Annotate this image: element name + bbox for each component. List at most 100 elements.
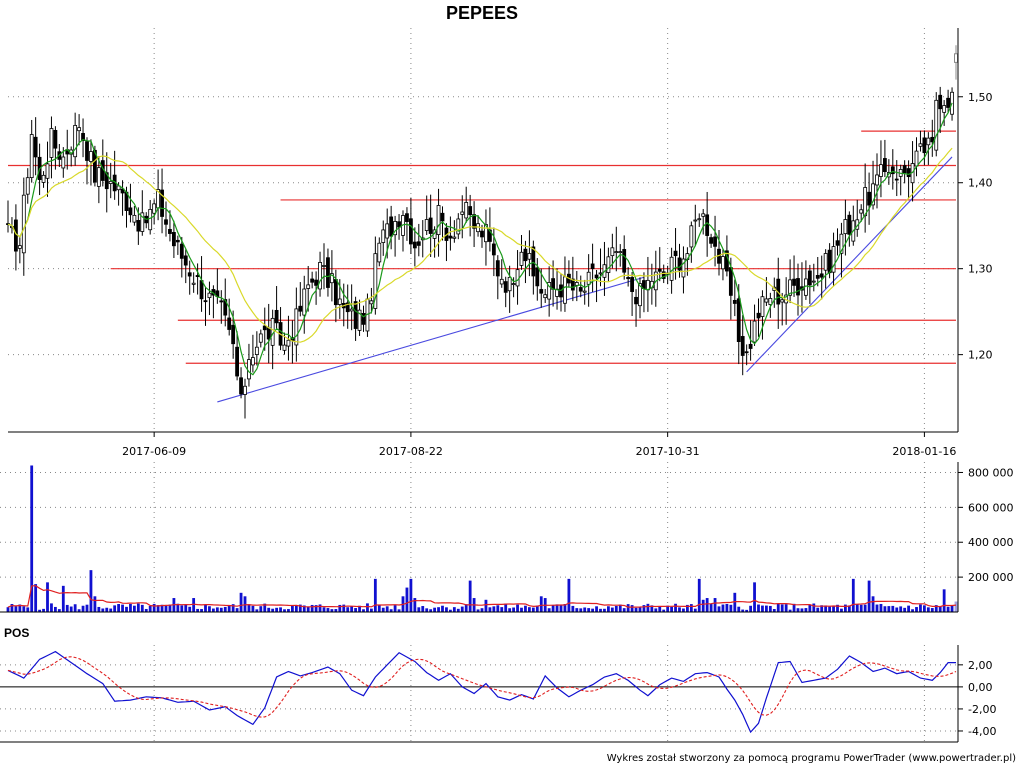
volume-bar xyxy=(618,604,622,612)
volume-bar xyxy=(954,601,958,612)
volume-bar xyxy=(247,604,251,612)
candle xyxy=(511,277,516,298)
volume-bar xyxy=(717,606,721,612)
volume-bar xyxy=(749,605,752,612)
volume-bar xyxy=(847,605,851,612)
candle-body xyxy=(333,279,338,306)
candle xyxy=(168,210,172,242)
price-ytick-label: 1,20 xyxy=(968,349,993,362)
candle-body xyxy=(49,128,54,158)
candle-body xyxy=(756,312,761,319)
candle xyxy=(326,248,330,297)
candle xyxy=(191,272,196,293)
candle xyxy=(53,126,58,170)
candle xyxy=(314,271,319,305)
candle xyxy=(401,210,405,252)
candle xyxy=(345,284,350,329)
candle-body xyxy=(681,258,686,278)
candle xyxy=(507,265,512,313)
volume-bar xyxy=(291,605,294,612)
price-x-ticks: 2017-06-09 2017-08-22 2017-10-31 2018-01-16 xyxy=(122,432,956,458)
oscillator-line xyxy=(7,650,956,734)
candle-body xyxy=(310,278,315,283)
volume-bar xyxy=(334,609,338,612)
volume-bar xyxy=(634,607,638,612)
volume-bar xyxy=(686,604,689,612)
volume-bar xyxy=(77,609,81,612)
candle xyxy=(468,194,473,237)
volume-bar xyxy=(867,580,871,612)
candle xyxy=(942,100,947,126)
candle xyxy=(239,367,243,399)
candle-body xyxy=(329,273,334,284)
candle xyxy=(705,191,710,257)
candle-body xyxy=(657,268,662,272)
candle-body xyxy=(760,296,765,317)
volume-bar xyxy=(14,606,18,612)
volume-bar xyxy=(788,609,792,612)
candle xyxy=(768,292,773,318)
candle-body xyxy=(752,320,757,343)
candle-body xyxy=(831,246,836,273)
volume-bar xyxy=(433,607,436,612)
volume-bar xyxy=(42,608,45,612)
volume-bar xyxy=(551,605,555,612)
volume-bar xyxy=(46,582,49,612)
candle-body xyxy=(732,299,737,304)
candle xyxy=(120,180,125,216)
candle-body xyxy=(890,166,895,175)
volume-bar xyxy=(863,604,867,612)
volume-bar xyxy=(563,604,567,612)
volume-bar xyxy=(437,607,440,612)
candle xyxy=(752,304,757,346)
candle-body xyxy=(235,346,240,377)
volume-bar xyxy=(528,607,531,612)
volume-bar xyxy=(298,604,302,612)
candle xyxy=(219,290,224,324)
candle-body xyxy=(480,230,484,238)
volume-bar xyxy=(614,605,618,612)
candle-body xyxy=(523,248,528,262)
candle-body xyxy=(503,281,508,293)
moving-average-5 xyxy=(7,102,953,376)
volume-bar xyxy=(520,607,523,612)
volume-bar xyxy=(488,607,492,612)
candle-body xyxy=(152,203,157,214)
candle-body xyxy=(946,97,950,108)
candle xyxy=(890,149,895,190)
candle xyxy=(290,320,295,364)
candle xyxy=(329,250,334,302)
candle-last xyxy=(954,45,958,80)
volume-bar xyxy=(919,604,922,612)
volume-bar xyxy=(579,608,583,612)
candle-body xyxy=(21,194,26,254)
candle xyxy=(823,249,828,289)
candle-body xyxy=(815,275,820,279)
candle xyxy=(859,204,864,222)
candle-body xyxy=(539,289,544,294)
volume-bar xyxy=(302,605,306,612)
candle-body xyxy=(594,274,599,279)
volume-bar xyxy=(855,604,859,612)
candle xyxy=(867,172,871,225)
volume-bar xyxy=(840,608,843,612)
candle-body xyxy=(385,223,390,239)
candle-body xyxy=(322,265,326,267)
volume-bar xyxy=(934,605,938,612)
candle xyxy=(626,267,631,287)
candle xyxy=(369,287,374,314)
candle xyxy=(29,119,34,183)
volume-bar xyxy=(587,608,591,612)
volume-bar xyxy=(429,609,433,612)
candle xyxy=(638,277,642,319)
volume-ytick-label: 400 000 xyxy=(968,536,1014,549)
candle-body xyxy=(377,242,382,263)
volume-bar xyxy=(148,606,152,612)
candle xyxy=(203,286,208,326)
candle xyxy=(140,190,145,236)
volume-bar xyxy=(65,604,69,612)
candle xyxy=(112,150,117,200)
volume-bar xyxy=(701,599,705,612)
candle-body xyxy=(914,150,919,167)
candle xyxy=(815,257,820,287)
